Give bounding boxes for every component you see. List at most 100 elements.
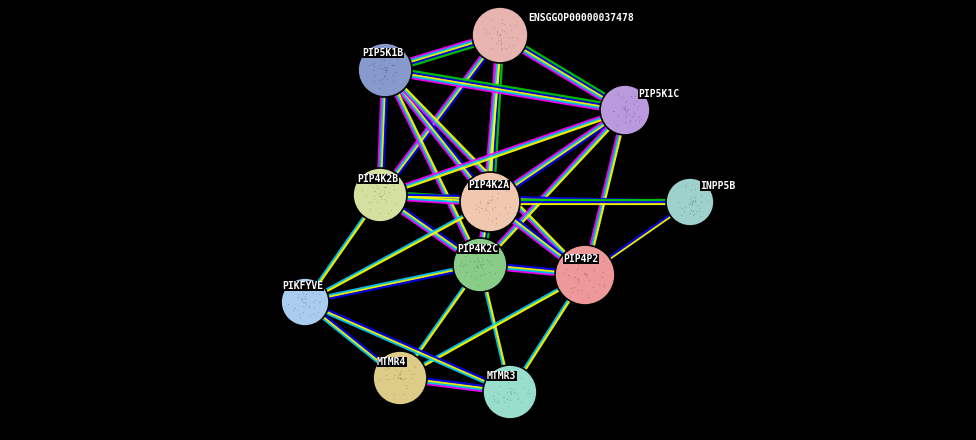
Point [386,372,402,379]
Point [305,298,320,305]
Point [624,93,639,100]
Point [491,389,507,396]
Point [291,311,306,318]
Point [478,26,494,33]
Text: PIP4K2A: PIP4K2A [468,180,509,190]
Point [492,32,508,39]
Point [610,112,626,119]
Point [280,300,296,307]
Circle shape [483,365,537,419]
Point [453,258,468,265]
Point [688,208,704,215]
Point [384,207,399,214]
Point [298,293,313,300]
Point [501,378,516,385]
Point [676,207,692,214]
Point [386,72,401,79]
Point [687,198,703,205]
Point [378,66,393,73]
Circle shape [460,172,520,232]
Text: INPP5B: INPP5B [700,181,735,191]
Point [580,271,595,278]
Point [577,271,592,278]
Text: ENSGGOP00000037478: ENSGGOP00000037478 [528,13,633,23]
Point [506,389,521,396]
Point [375,191,390,198]
Point [386,77,401,84]
Point [495,26,510,33]
Point [482,177,498,184]
Point [499,30,514,37]
Point [620,106,635,113]
Point [365,66,381,73]
Point [513,374,529,381]
Point [382,59,397,66]
Point [468,275,484,282]
Point [484,207,500,214]
Point [623,116,638,123]
Point [386,61,401,68]
Point [516,384,532,391]
Point [486,396,502,403]
Point [683,198,699,205]
Point [477,206,493,213]
Point [685,198,701,205]
Point [369,198,385,205]
Point [495,44,510,51]
Point [500,396,515,403]
Point [504,390,519,397]
Point [488,40,504,47]
Point [380,181,395,188]
Point [491,33,507,40]
Point [392,374,408,381]
Point [476,25,492,32]
Point [370,191,386,198]
Point [399,385,415,392]
Point [485,196,501,203]
Point [390,374,406,381]
Point [469,264,485,271]
Point [471,198,487,205]
Point [569,265,585,272]
Point [496,398,511,405]
Point [490,189,506,196]
Point [387,200,403,207]
Point [295,302,310,309]
Point [480,200,496,207]
Point [378,376,393,383]
Point [484,205,500,212]
Point [578,254,593,261]
Point [620,107,635,114]
Point [687,197,703,204]
Point [629,97,644,104]
Point [617,118,632,125]
Point [685,212,701,219]
Point [364,60,380,67]
Point [457,261,472,268]
Point [628,92,643,99]
Point [493,31,508,38]
Point [496,374,511,381]
Point [312,299,328,306]
Point [478,29,494,37]
Point [502,389,517,396]
Point [471,260,487,268]
Point [484,217,500,224]
Point [617,105,632,112]
Point [617,114,632,121]
Point [674,205,690,212]
Point [376,73,391,80]
Point [684,200,700,207]
Point [391,371,407,378]
Point [582,260,597,267]
Point [473,254,489,261]
Point [373,187,388,194]
Point [506,385,521,392]
Point [390,374,406,381]
Point [677,204,693,211]
Point [489,30,505,37]
Point [380,376,395,383]
Point [374,76,389,83]
Point [687,197,703,204]
Point [406,370,422,377]
